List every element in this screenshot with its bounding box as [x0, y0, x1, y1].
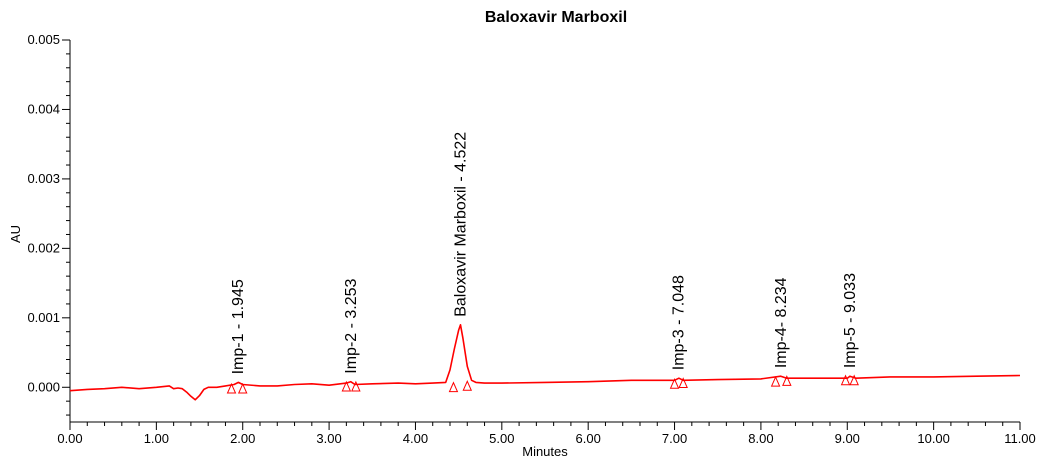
axes: 0.00 1.00 2.00 3.00 4.00 5.00 6.00 7.00 8.00 9.00… [27, 32, 1035, 446]
x-tick-label: 5.00 [489, 431, 514, 446]
x-tick-label: 10.00 [917, 431, 950, 446]
peak-integration-marker [448, 381, 459, 393]
x-tick-label: 1.00 [144, 431, 169, 446]
y-axis-label: AU [8, 225, 23, 243]
x-axis-label: Minutes [522, 444, 568, 459]
peak-label: Imp-5 - 9.033 [842, 273, 859, 368]
peak-integration-marker [669, 377, 680, 389]
peak-integration-marker [226, 382, 237, 394]
peak-integration-marker [840, 374, 851, 386]
peak-integration-marker [341, 380, 352, 392]
peak-label: Imp-1 - 1.945 [230, 279, 247, 374]
plot-area: Imp-1 - 1.945 Imp-2 - 3.253 Baloxavir Marb… [69, 132, 1021, 401]
x-tick-label: 11.00 [1004, 431, 1036, 446]
peak-integration-marker [849, 374, 859, 386]
y-tick-label: 0.003 [27, 171, 60, 186]
y-tick-label: 0.004 [27, 101, 60, 116]
peak-integration-marker [782, 375, 792, 386]
peak-label: Imp-3 - 7.048 [671, 275, 688, 370]
y-tick-label: 0.001 [27, 310, 60, 325]
chart-title: Baloxavir Marboxil [485, 9, 627, 26]
x-tick-label: 0.00 [57, 431, 82, 446]
peak-label: Baloxavir Marboxil - 4.522 [453, 132, 470, 317]
y-tick-label: 0.002 [27, 240, 60, 255]
x-tick-label: 3.00 [316, 431, 341, 446]
peak-integration-marker [678, 377, 688, 388]
peak-label: Imp-2 - 3.253 [343, 278, 360, 373]
peak-label: Imp-4- 8.234 [773, 277, 790, 368]
peak-integration-marker [462, 380, 473, 391]
peak-integration-marker [770, 375, 781, 387]
x-tick-label: 6.00 [576, 431, 601, 446]
y-tick-label: 0.000 [27, 379, 60, 394]
peak-integration-marker [237, 382, 248, 394]
x-tick-label: 9.00 [835, 431, 860, 446]
peak-integration-marker [351, 380, 361, 392]
x-tick-label: 8.00 [748, 431, 773, 446]
x-tick-label: 4.00 [403, 431, 428, 446]
y-tick-label: 0.005 [27, 32, 60, 47]
chromatogram-trace [69, 323, 1021, 401]
x-tick-label: 2.00 [230, 431, 255, 446]
x-tick-label: 7.00 [662, 431, 687, 446]
